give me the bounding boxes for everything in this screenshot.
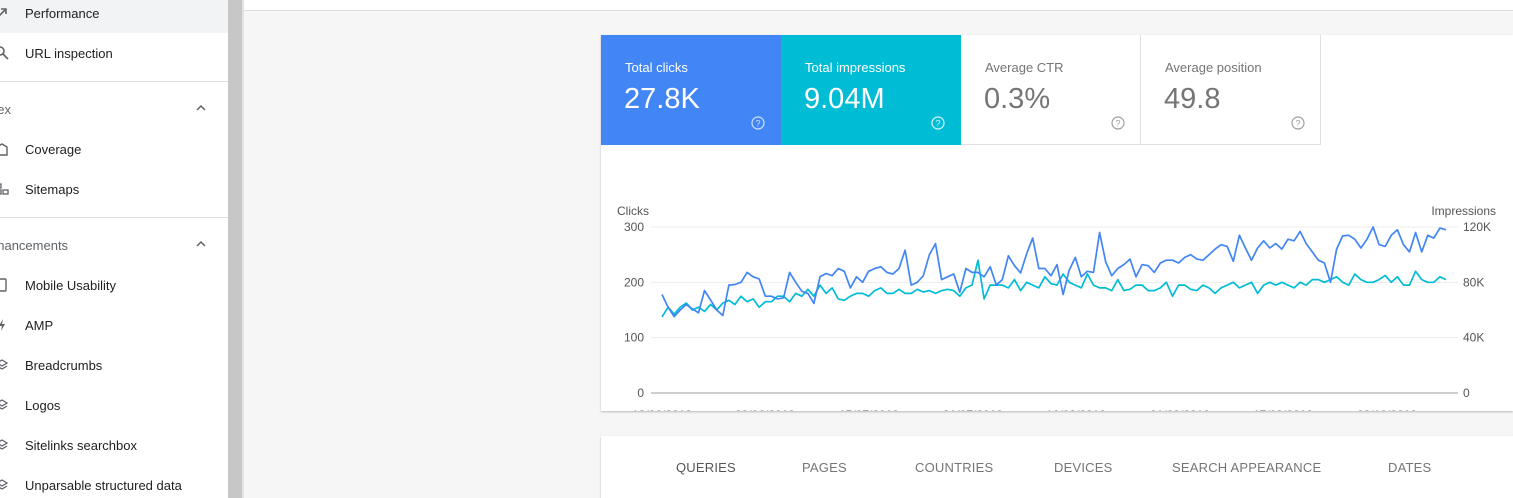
x-tick-label: 01/09/2019 (1150, 408, 1210, 411)
performance-chart-card: Total clicks 27.8K ? Total impressions 9… (601, 35, 1513, 411)
y-axis-label-right: Impressions (1431, 204, 1496, 218)
sidebar-item-label: Sitemaps (25, 181, 80, 197)
x-tick-label: 31/07/2019 (943, 408, 1003, 411)
x-tick-label: 16/08/2019 (1046, 408, 1106, 411)
sidebar-item-sitelinks-searchbox[interactable]: Sitelinks searchbox (0, 425, 228, 465)
layers-icon (0, 397, 10, 413)
y-tick-label-left: 300 (624, 220, 644, 234)
tab-queries[interactable]: QUERIES (676, 460, 736, 475)
sidebar-item-label: Performance (25, 5, 100, 21)
sidebar-item-url-inspection[interactable]: URL inspection (0, 33, 228, 73)
layers-icon (0, 477, 10, 493)
sidebar-item-label: Breadcrumbs (25, 357, 103, 373)
metric-total-clicks[interactable]: Total clicks 27.8K ? (601, 35, 781, 145)
sidebar-item-unparsable-structured-data[interactable]: Unparsable structured data (0, 465, 228, 498)
chevron-up-icon (194, 237, 208, 254)
divider (0, 81, 228, 82)
metric-total-impressions[interactable]: Total impressions 9.04M ? (781, 35, 961, 145)
sidebar-item-label: AMP (25, 317, 54, 333)
sidebar-item-label: Logos (25, 397, 61, 413)
sidebar-item-label: URL inspection (25, 45, 113, 61)
x-tick-label: 15/07/2019 (839, 408, 899, 411)
x-tick-label: 03/10/2019 (1357, 408, 1417, 411)
coverage-icon (0, 141, 10, 157)
svg-text:?: ? (755, 119, 760, 129)
y-tick-label-right: 0 (1463, 386, 1470, 400)
layers-icon (0, 357, 10, 373)
top-bar (244, 0, 1513, 11)
svg-text:?: ? (1115, 119, 1120, 129)
x-tick-label: 29/06/2019 (735, 408, 795, 411)
performance-line-chart[interactable]: Clicks Impressions 300 120K 200 80K 100 40K 0 0… (601, 145, 1513, 411)
metric-value: 27.8K (624, 83, 700, 115)
metric-label: Total clicks (625, 60, 688, 75)
sidebar-item-logos[interactable]: Logos (0, 385, 228, 425)
series-line-impressions (661, 259, 1447, 318)
sidebar-item-breadcrumbs[interactable]: Breadcrumbs (0, 345, 228, 385)
chevron-up-icon (194, 101, 208, 118)
y-tick-label-left: 0 (637, 386, 644, 400)
y-tick-label-right: 80K (1463, 275, 1484, 289)
metric-average-ctr[interactable]: Average CTR 0.3% ? (961, 35, 1141, 145)
divider (242, 0, 244, 498)
layers-icon (0, 437, 10, 453)
tab-pages[interactable]: PAGES (802, 460, 847, 475)
series-line-clicks (661, 226, 1447, 318)
divider (0, 217, 228, 218)
tab-devices[interactable]: DEVICES (1054, 460, 1113, 475)
tab-search-appearance[interactable]: SEARCH APPEARANCE (1172, 460, 1322, 475)
help-icon[interactable]: ? (1291, 116, 1305, 130)
svg-text:?: ? (935, 119, 940, 129)
metric-label: Average position (1165, 60, 1262, 75)
metric-value: 49.8 (1164, 83, 1221, 115)
metric-value: 9.04M (804, 83, 885, 115)
metric-label: Total impressions (805, 60, 906, 75)
sidebar-item-sitemaps[interactable]: Sitemaps (0, 169, 228, 209)
section-header-enhancements[interactable]: nhancements (0, 225, 228, 265)
x-tick-label: 13/06/2019 (632, 408, 692, 411)
section-header-index[interactable]: dex (0, 89, 228, 129)
tab-dates[interactable]: DATES (1388, 460, 1432, 475)
tab-countries[interactable]: COUNTRIES (915, 460, 994, 475)
sidebar-item-coverage[interactable]: Coverage (0, 129, 228, 169)
help-icon[interactable]: ? (931, 116, 945, 130)
svg-text:?: ? (1295, 119, 1300, 129)
dimension-tabs: QUERIES PAGES COUNTRIES DEVICES SEARCH A… (601, 436, 1513, 498)
sidebar-item-amp[interactable]: AMP (0, 305, 228, 345)
phone-icon (0, 277, 10, 293)
y-tick-label-right: 40K (1463, 331, 1484, 345)
sidebar-scrollbar[interactable] (228, 0, 242, 498)
metric-label: Average CTR (985, 60, 1064, 75)
y-tick-label-right: 120K (1463, 220, 1491, 234)
sidebar: Performance URL inspection dex Coverage … (0, 0, 228, 498)
sidebar-item-label: Mobile Usability (25, 277, 117, 293)
sidebar-item-mobile-usability[interactable]: Mobile Usability (0, 265, 228, 305)
x-tick-label: 17/09/2019 (1253, 408, 1313, 411)
sidebar-item-performance[interactable]: Performance (0, 0, 228, 33)
trending-up-icon (0, 5, 10, 21)
search-icon (0, 45, 10, 61)
sitemap-icon (0, 181, 10, 197)
y-tick-label-left: 100 (624, 331, 644, 345)
help-icon[interactable]: ? (1111, 116, 1125, 130)
y-tick-label-left: 200 (624, 275, 644, 289)
metric-average-position[interactable]: Average position 49.8 ? (1141, 35, 1321, 145)
help-icon[interactable]: ? (751, 116, 765, 130)
y-axis-label-left: Clicks (617, 204, 649, 218)
sidebar-item-label: Unparsable structured data (25, 477, 182, 493)
metric-value: 0.3% (984, 83, 1051, 115)
section-title: dex (0, 101, 11, 117)
section-title: nhancements (0, 237, 69, 253)
sidebar-item-label: Sitelinks searchbox (25, 437, 137, 453)
bolt-icon (0, 317, 10, 333)
sidebar-item-label: Coverage (25, 141, 82, 157)
